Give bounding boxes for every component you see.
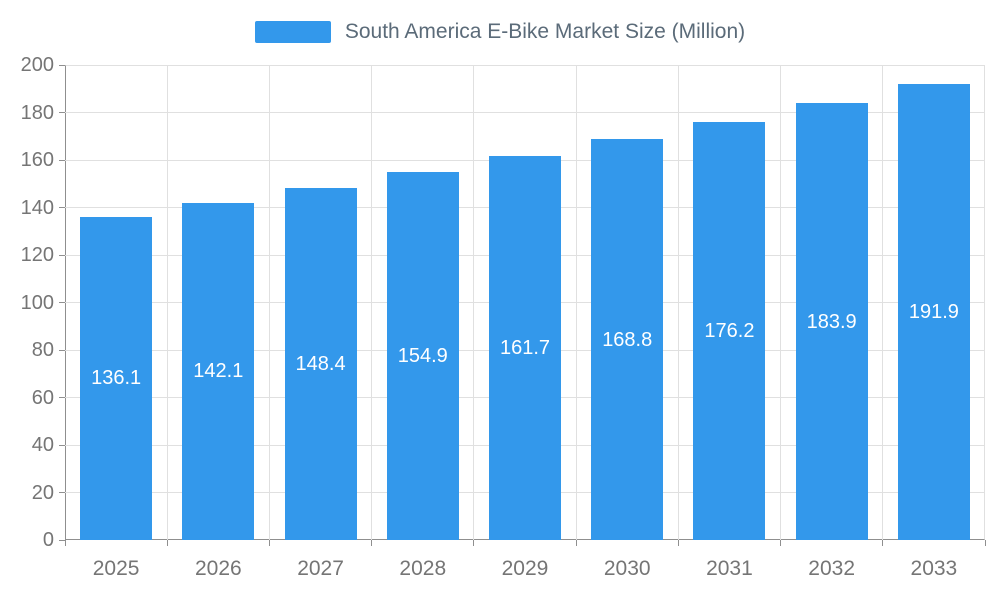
x-axis-label: 2025 [92, 557, 140, 580]
x-axis-label: 2028 [399, 557, 447, 580]
y-axis-tick [59, 349, 65, 351]
y-axis-label: 0 [42, 529, 54, 551]
legend-swatch-icon [254, 21, 331, 43]
bar-value-label: 148.4 [295, 352, 346, 375]
bar [182, 202, 255, 540]
h-gridline [65, 112, 985, 113]
y-axis-label: 160 [20, 149, 54, 171]
v-gridline [371, 65, 373, 540]
x-axis-tick [677, 540, 679, 546]
v-gridline [575, 65, 577, 540]
x-axis-label: 2031 [706, 557, 753, 580]
bar [80, 216, 153, 540]
y-axis-tick [59, 112, 65, 113]
x-axis-tick [575, 540, 577, 546]
y-axis-label: 200 [20, 54, 54, 76]
chart-legend[interactable]: South America E-Bike Market Size (Millio… [0, 16, 1000, 48]
x-axis-tick [371, 540, 373, 546]
y-axis-tick [59, 207, 65, 208]
bar [284, 187, 357, 540]
bar-value-label: 142.1 [193, 360, 244, 383]
x-axis-tick [882, 540, 884, 546]
x-axis-label: 2029 [501, 557, 549, 580]
bar-value-label: 136.1 [91, 367, 142, 390]
y-axis-label: 80 [31, 339, 54, 361]
y-axis-tick [59, 492, 65, 493]
bar-value-label: 161.7 [499, 336, 551, 359]
y-axis-tick [59, 444, 65, 446]
y-axis-tick [59, 254, 65, 256]
bar-value-label: 154.9 [397, 345, 448, 368]
bar [591, 139, 664, 540]
y-axis-tick [59, 64, 65, 66]
v-gridline [780, 65, 782, 540]
x-axis-tick [268, 540, 270, 546]
bar-value-label: 183.9 [806, 310, 857, 333]
y-axis-label: 100 [20, 291, 54, 314]
bar [693, 121, 766, 540]
bar [795, 103, 868, 540]
y-axis-tick [59, 539, 65, 541]
x-axis-label: 2026 [194, 557, 242, 580]
v-gridline [882, 65, 884, 540]
y-axis-label: 40 [31, 434, 54, 456]
y-axis-label: 60 [31, 386, 54, 409]
y-axis-tick [59, 159, 65, 161]
x-axis-label: 2032 [808, 557, 856, 580]
v-gridline [166, 65, 168, 540]
y-axis-tick [59, 397, 65, 398]
v-gridline [268, 65, 270, 540]
bar [489, 155, 561, 540]
x-axis-label: 2030 [603, 557, 651, 580]
bar-value-label: 176.2 [704, 319, 755, 342]
bar [386, 172, 459, 540]
v-gridline [473, 65, 475, 540]
x-axis-label: 2027 [297, 557, 344, 580]
bar-value-label: 191.9 [908, 301, 959, 324]
x-axis-tick [64, 540, 66, 546]
y-axis-label: 180 [20, 101, 54, 124]
y-axis-label: 20 [31, 481, 54, 504]
bar [897, 84, 970, 540]
bar-value-label: 168.8 [602, 328, 653, 351]
x-axis-tick [166, 540, 168, 546]
x-axis-tick [984, 540, 986, 546]
x-axis-tick [473, 540, 475, 546]
v-gridline [677, 65, 679, 540]
x-axis-label: 2033 [910, 557, 958, 580]
y-axis-label: 120 [20, 244, 54, 266]
y-axis-label: 140 [20, 196, 54, 219]
legend-label: South America E-Bike Market Size (Millio… [344, 20, 746, 43]
x-axis-tick [780, 540, 782, 546]
y-axis-tick [59, 302, 65, 303]
